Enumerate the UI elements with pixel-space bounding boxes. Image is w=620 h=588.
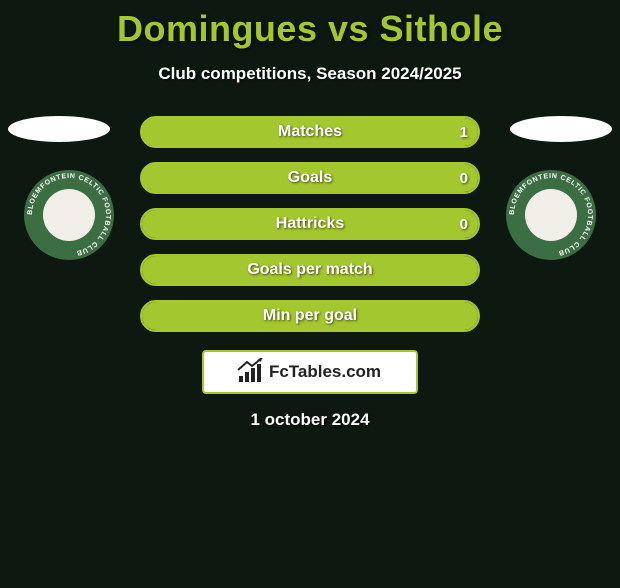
stat-rows: Matches 1 Goals 0 Hattricks 0 Goals per match M… (140, 116, 480, 332)
crest-ring-text-right: BLOEMFONTEIN CELTIC FOOTBALL CLUB (506, 170, 596, 260)
stat-value-right: 0 (460, 216, 468, 233)
svg-text:BLOEMFONTEIN CELTIC FOOTBALL C: BLOEMFONTEIN CELTIC FOOTBALL CLUB (27, 173, 111, 256)
brand-box: FcTables.com (202, 350, 418, 394)
stat-label: Min per goal (263, 307, 357, 325)
page-title: Domingues vs Sithole (0, 8, 620, 50)
player-left-plate (8, 116, 110, 142)
comparison-panel: BLOEMFONTEIN CELTIC FOOTBALL CLUB BLOEMF… (0, 116, 620, 430)
stat-label: Goals per match (247, 261, 372, 279)
stat-row: Matches 1 (140, 116, 480, 148)
club-crest-right: BLOEMFONTEIN CELTIC FOOTBALL CLUB (506, 170, 596, 260)
stat-label: Goals (288, 169, 332, 187)
stat-label: Matches (278, 123, 342, 141)
club-crest-left: BLOEMFONTEIN CELTIC FOOTBALL CLUB (24, 170, 114, 260)
stat-value-right: 1 (460, 124, 468, 141)
stat-row: Goals per match (140, 254, 480, 286)
bar-chart-icon (239, 362, 263, 382)
stat-row: Hattricks 0 (140, 208, 480, 240)
brand-text: FcTables.com (269, 362, 381, 382)
stat-left-fill (142, 164, 152, 192)
stat-left-fill (142, 118, 152, 146)
player-right-plate (510, 116, 612, 142)
svg-text:BLOEMFONTEIN CELTIC FOOTBALL C: BLOEMFONTEIN CELTIC FOOTBALL CLUB (509, 173, 593, 256)
crest-ring-text-left: BLOEMFONTEIN CELTIC FOOTBALL CLUB (24, 170, 114, 260)
page-subtitle: Club competitions, Season 2024/2025 (0, 64, 620, 84)
stat-row: Min per goal (140, 300, 480, 332)
stat-value-right: 0 (460, 170, 468, 187)
stat-label: Hattricks (276, 215, 344, 233)
stat-row: Goals 0 (140, 162, 480, 194)
date-text: 1 october 2024 (0, 410, 620, 430)
